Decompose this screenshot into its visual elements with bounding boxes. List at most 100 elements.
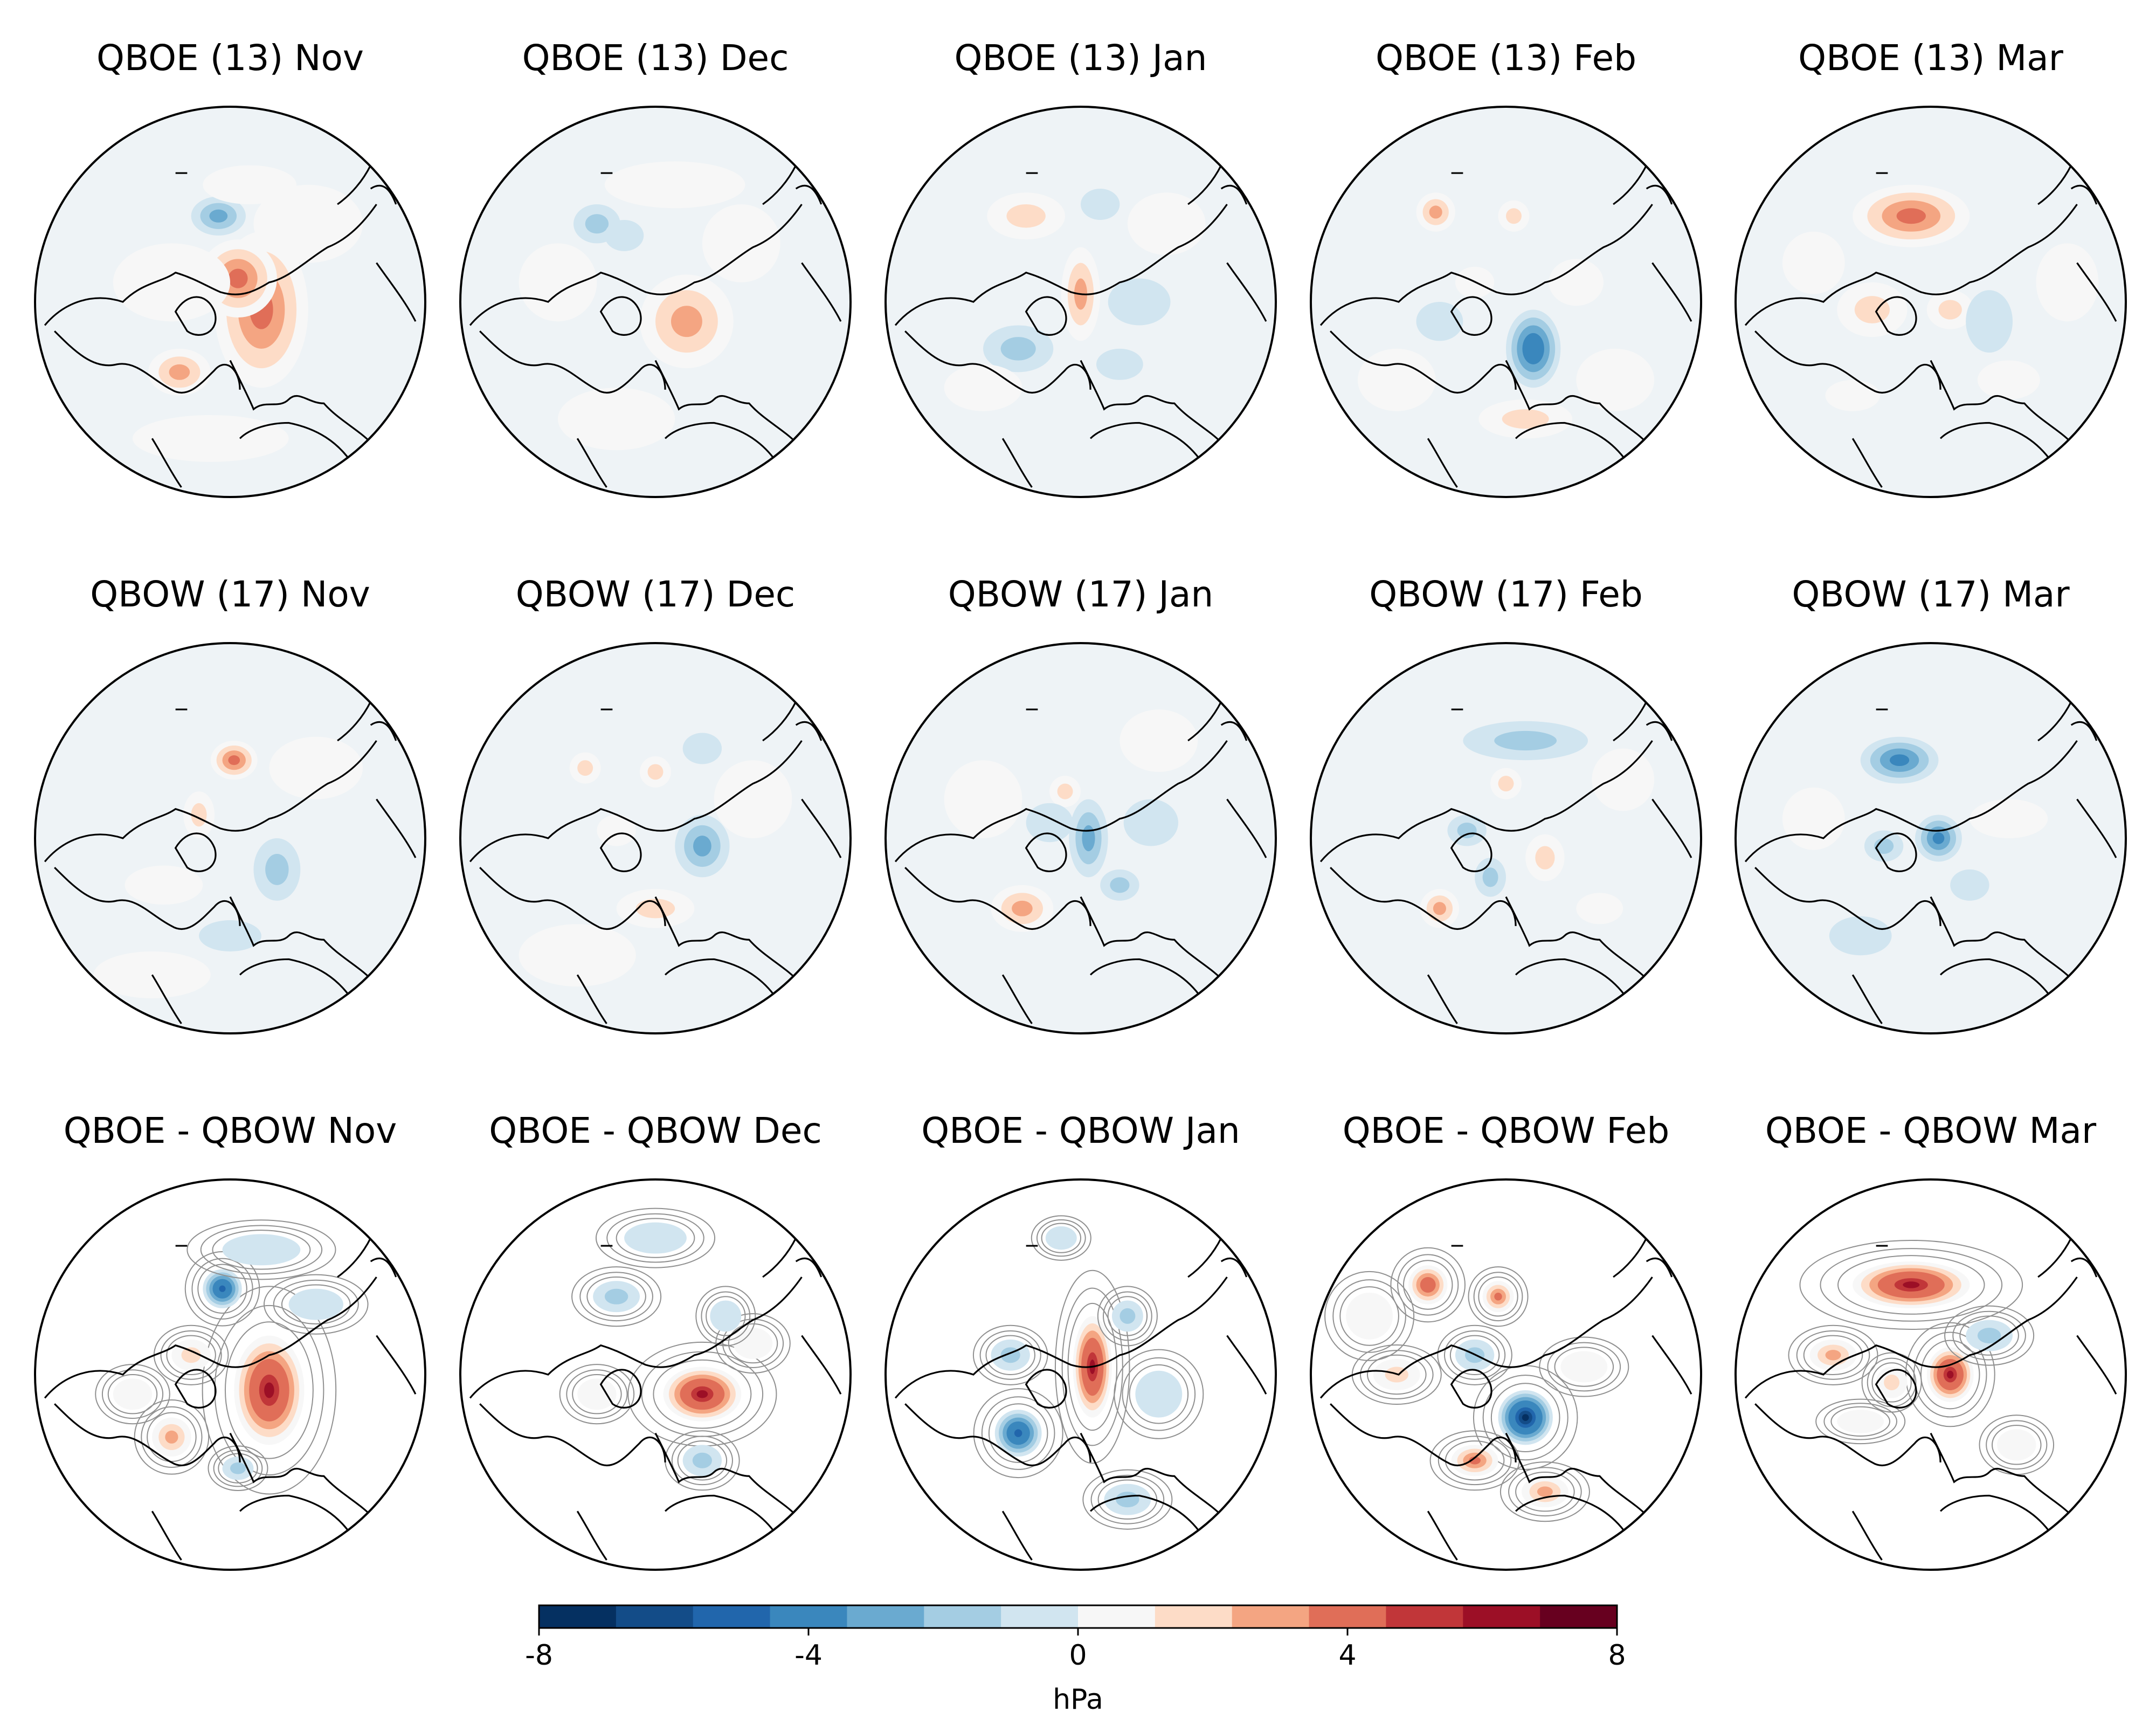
coastline	[1001, 974, 1033, 1024]
contour-line	[1041, 1223, 1082, 1253]
coastline	[599, 1369, 642, 1409]
contour-line	[107, 1374, 158, 1414]
contour-line	[1437, 1324, 1512, 1385]
coastline	[1330, 867, 1517, 930]
contour-line	[1102, 1291, 1152, 1341]
positive-anomaly	[944, 364, 1022, 411]
contour-line	[1332, 1279, 1406, 1353]
coastlines	[1319, 1237, 1692, 1570]
contour-line	[715, 1313, 791, 1374]
positive-anomaly	[1884, 1375, 1900, 1390]
coastline	[1001, 438, 1033, 488]
anomaly-field	[460, 643, 851, 1033]
coastline	[229, 1432, 371, 1516]
map-boundary	[34, 106, 426, 498]
coastline	[1025, 832, 1067, 872]
negative-anomaly	[604, 1288, 628, 1305]
negative-anomaly	[1950, 869, 1989, 901]
map-boundary	[1310, 642, 1702, 1034]
negative-anomaly	[1108, 278, 1171, 326]
contour-line	[141, 1406, 203, 1468]
panel-title: QBOE (13) Nov	[96, 37, 364, 79]
coastline	[1651, 798, 1692, 858]
negative-anomaly	[1096, 348, 1143, 380]
negative-anomaly	[288, 1288, 343, 1320]
panel-title: QBOE (13) Mar	[1798, 37, 2064, 79]
map-boundary	[459, 642, 852, 1034]
coastline	[174, 296, 217, 336]
coastline	[801, 1335, 842, 1395]
coastline	[1226, 798, 1267, 858]
contour-line	[1482, 1375, 1568, 1461]
contour-line	[616, 1218, 695, 1258]
colorbar-segment	[1309, 1605, 1386, 1628]
negative-anomaly	[1482, 867, 1498, 887]
positive-anomaly	[1494, 1292, 1502, 1301]
positive-anomaly	[113, 1378, 153, 1410]
coastline	[762, 164, 823, 205]
positive-anomaly	[1506, 208, 1522, 224]
coastline	[1319, 740, 1653, 862]
coastline	[1744, 204, 2078, 326]
coastline	[599, 832, 642, 872]
negative-anomaly	[1110, 877, 1130, 893]
negative-anomaly	[692, 1452, 712, 1468]
contour-line	[1054, 1269, 1130, 1464]
contour-line	[101, 1369, 164, 1419]
coastline	[1651, 262, 1692, 322]
coastline	[894, 740, 1228, 862]
coastline	[1744, 1276, 2078, 1399]
positive-anomaly	[1502, 409, 1549, 429]
map-boundary	[1310, 106, 1702, 498]
panel-title: QBOW (17) Mar	[1792, 574, 2070, 615]
colorbar-segment	[539, 1605, 617, 1628]
anomaly-field	[886, 107, 1276, 497]
contour-line	[1920, 1340, 1980, 1410]
negative-anomaly	[682, 733, 722, 764]
positive-anomaly	[1903, 1281, 1920, 1288]
contour-line	[1468, 1266, 1529, 1327]
coastline	[1505, 1432, 1647, 1516]
coastline	[376, 1335, 417, 1395]
contour-line	[571, 1266, 662, 1327]
positive-anomaly	[558, 388, 675, 451]
contour-line	[728, 1323, 778, 1364]
coastline	[1319, 204, 1653, 326]
map-panel: QBOE - QBOW Nov	[34, 1110, 426, 1571]
coastline	[1226, 1335, 1267, 1395]
map-panel: QBOE - QBOW Feb	[1310, 1110, 1702, 1571]
negative-anomaly	[1026, 803, 1073, 843]
map-panel: QBOW (17) Feb	[1310, 574, 1702, 1034]
contour-line	[1359, 1350, 1434, 1399]
positive-anomaly	[1782, 787, 1845, 850]
coastline	[2076, 798, 2117, 858]
map-boundary	[34, 642, 426, 1034]
map-panel: QBOE - QBOW Dec	[459, 1110, 852, 1571]
coastline	[1851, 1510, 1883, 1561]
coastline	[469, 1276, 803, 1399]
coastline	[1651, 1335, 1692, 1395]
panel-title: QBOE - QBOW Jan	[921, 1110, 1240, 1151]
positive-anomaly	[1592, 748, 1655, 811]
map-panel: QBOW (17) Dec	[459, 574, 852, 1034]
colorbar-tick-label: -8	[525, 1639, 553, 1672]
coastline	[801, 262, 842, 322]
coastline	[1875, 832, 1917, 872]
panel-title: QBOE - QBOW Feb	[1343, 1110, 1670, 1151]
coastline	[1930, 896, 2072, 979]
coastline	[469, 204, 803, 326]
negative-anomaly	[265, 853, 289, 885]
anomaly-field	[35, 107, 425, 497]
coastline	[894, 204, 1228, 326]
positive-anomaly	[604, 161, 745, 209]
coastline	[479, 867, 666, 930]
panel-title: QBOW (17) Nov	[90, 574, 370, 615]
contour-line	[197, 1264, 247, 1314]
coastline	[337, 164, 397, 205]
positive-anomaly	[1433, 902, 1446, 915]
coastline	[1450, 832, 1492, 872]
positive-anomaly	[1938, 300, 1962, 320]
coastlines	[1744, 701, 2117, 1033]
positive-anomaly	[1429, 205, 1442, 219]
coastline	[1080, 360, 1222, 443]
